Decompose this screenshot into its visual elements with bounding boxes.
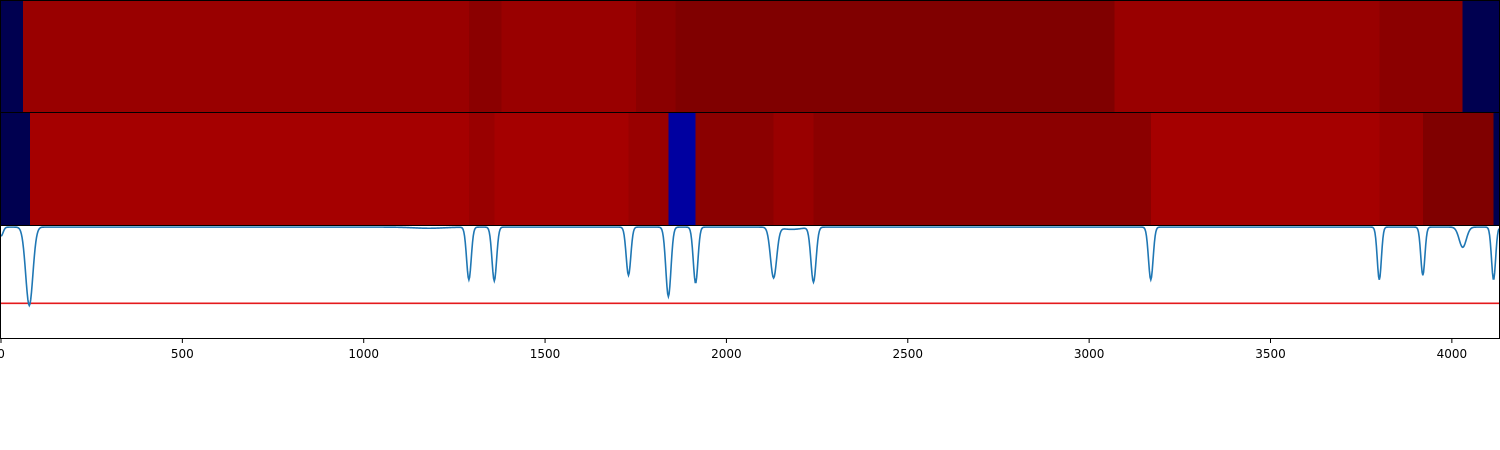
x-tick-label-1500: 1500 (530, 347, 561, 361)
segment-row2-block-11 (1379, 113, 1424, 225)
segment-row2-block-2 (30, 113, 470, 225)
signal-panel (0, 226, 1500, 308)
segment-row1-block-4 (501, 1, 637, 112)
x-tick-label-3500: 3500 (1255, 347, 1286, 361)
segment-row2-block-8 (773, 113, 814, 225)
segment-row2-block-5 (628, 113, 669, 225)
segment-row2-block-7 (695, 113, 775, 225)
segment-row1-block-7 (1114, 1, 1380, 112)
segment-row1-block-8 (1379, 1, 1464, 112)
segment-row2-block-6 (668, 113, 697, 225)
x-tick-label-3000: 3000 (1074, 347, 1105, 361)
segment-row1-block-6 (675, 1, 1116, 112)
x-tick-label-500: 500 (171, 347, 194, 361)
segment-row-1 (1, 1, 1500, 112)
x-tick-label-2500: 2500 (893, 347, 924, 361)
signal-series-line (0, 226, 1500, 308)
x-axis: 0 500 1000 1500 2000 2500 3000 3500 4000 (0, 338, 1467, 361)
segment-row1-block-9 (1462, 1, 1500, 112)
segment-row1-block-1 (1, 1, 24, 112)
x-tick-label-2000: 2000 (711, 347, 742, 361)
panel-frame-3 (0, 225, 1500, 339)
segment-row1-block-2 (22, 1, 470, 112)
x-tick-label-0: 0 (0, 347, 5, 361)
segment-row-2 (1, 113, 1500, 225)
segment-row2-block-9 (813, 113, 1152, 225)
segment-row1-block-5 (635, 1, 677, 112)
x-tick-label-4000: 4000 (1437, 347, 1468, 361)
segment-row2-block-3 (468, 113, 495, 225)
segment-row2-block-10 (1150, 113, 1380, 225)
segment-row1-block-3 (468, 1, 503, 112)
x-tick-label-1000: 1000 (348, 347, 379, 361)
segment-row2-block-12 (1422, 113, 1495, 225)
segment-row2-block-13 (1493, 113, 1500, 225)
segment-row2-block-1 (1, 113, 31, 225)
segment-row2-block-4 (494, 113, 629, 225)
